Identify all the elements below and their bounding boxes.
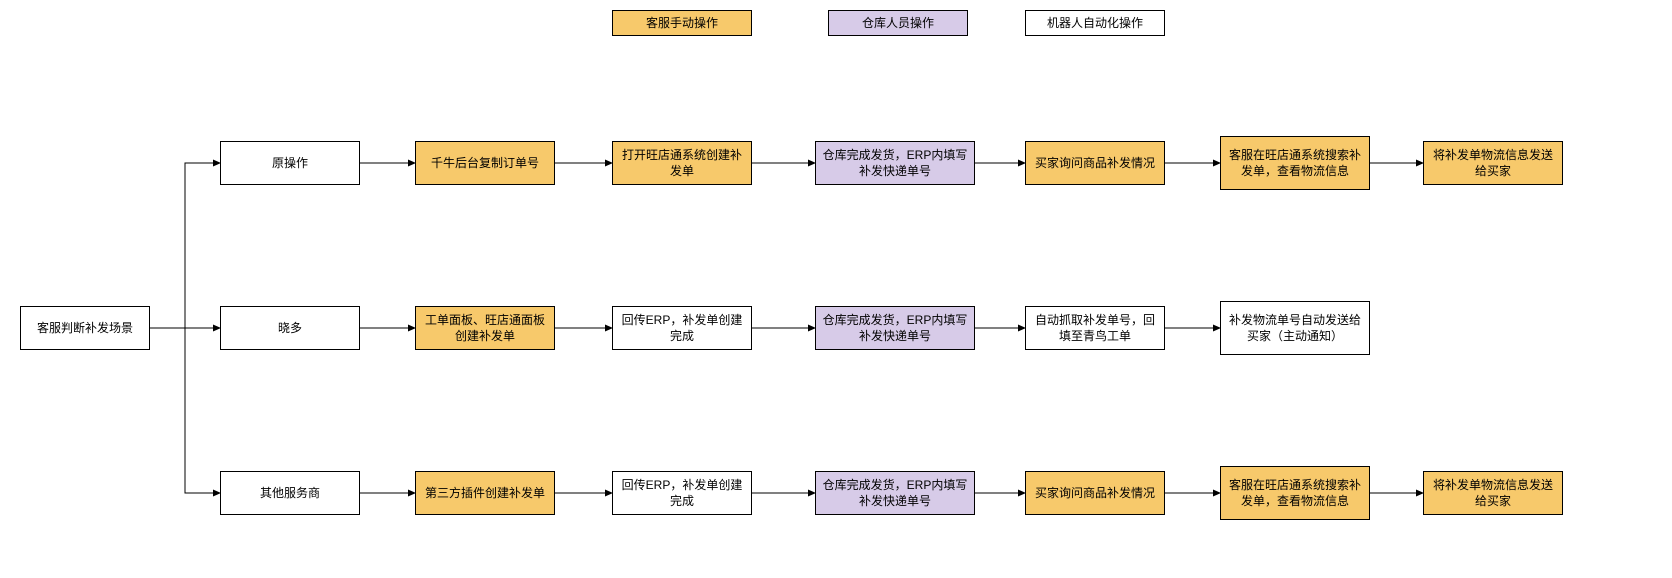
node-r2c1: 工单面板、旺店通面板创建补发单 xyxy=(415,306,555,350)
node-r3c0: 其他服务商 xyxy=(220,471,360,515)
node-r2c3: 仓库完成发货，ERP内填写补发快递单号 xyxy=(815,306,975,350)
node-r3c3: 仓库完成发货，ERP内填写补发快递单号 xyxy=(815,471,975,515)
edge-root-r1c0 xyxy=(150,163,220,328)
legend-legend-white: 机器人自动化操作 xyxy=(1025,10,1165,36)
node-r2c5: 补发物流单号自动发送给买家（主动通知） xyxy=(1220,301,1370,355)
node-r3c1: 第三方插件创建补发单 xyxy=(415,471,555,515)
legend-legend-orange: 客服手动操作 xyxy=(612,10,752,36)
node-r3c5: 客服在旺店通系统搜索补发单，查看物流信息 xyxy=(1220,466,1370,520)
node-r3c4: 买家询问商品补发情况 xyxy=(1025,471,1165,515)
node-r3c2: 回传ERP，补发单创建完成 xyxy=(612,471,752,515)
node-r2c0: 晓多 xyxy=(220,306,360,350)
edge-root-r3c0 xyxy=(150,328,220,493)
flowchart-canvas: 客服手动操作 仓库人员操作 机器人自动化操作客服判断补发场景 原操作 千牛后台复制订单号… xyxy=(0,0,1672,578)
node-r2c2: 回传ERP，补发单创建完成 xyxy=(612,306,752,350)
node-r1c6: 将补发单物流信息发送给买家 xyxy=(1423,141,1563,185)
node-r3c6: 将补发单物流信息发送给买家 xyxy=(1423,471,1563,515)
node-r1c3: 仓库完成发货，ERP内填写补发快递单号 xyxy=(815,141,975,185)
node-root: 客服判断补发场景 xyxy=(20,306,150,350)
legend-legend-purple: 仓库人员操作 xyxy=(828,10,968,36)
node-r1c2: 打开旺店通系统创建补发单 xyxy=(612,141,752,185)
node-r1c0: 原操作 xyxy=(220,141,360,185)
node-r1c4: 买家询问商品补发情况 xyxy=(1025,141,1165,185)
node-r2c4: 自动抓取补发单号，回填至青鸟工单 xyxy=(1025,306,1165,350)
node-r1c5: 客服在旺店通系统搜索补发单，查看物流信息 xyxy=(1220,136,1370,190)
node-r1c1: 千牛后台复制订单号 xyxy=(415,141,555,185)
